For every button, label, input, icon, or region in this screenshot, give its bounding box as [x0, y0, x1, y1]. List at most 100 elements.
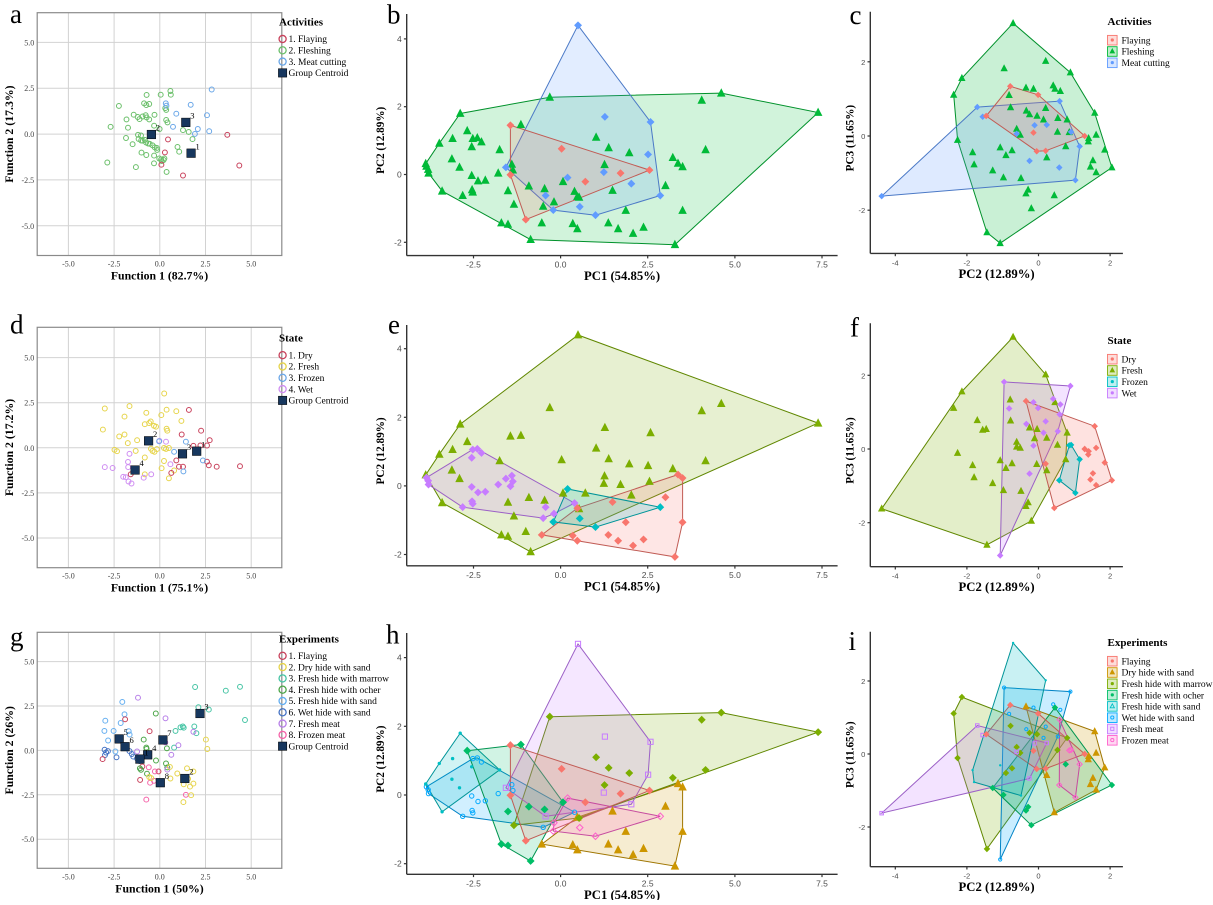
svg-text:5.0: 5.0 [729, 260, 741, 270]
svg-text:5. Fresh hide with sand: 5. Fresh hide with sand [289, 697, 378, 707]
svg-text:0.0: 0.0 [555, 570, 567, 580]
svg-text:g: g [10, 622, 24, 652]
svg-text:5.0: 5.0 [24, 354, 34, 363]
svg-text:Meat cutting: Meat cutting [1122, 59, 1171, 69]
svg-text:PC2 (12.89%): PC2 (12.89%) [959, 580, 1035, 594]
svg-text:-2: -2 [394, 237, 402, 247]
svg-text:0: 0 [1036, 572, 1040, 581]
svg-text:b: b [387, 0, 401, 30]
svg-text:2: 2 [397, 102, 402, 112]
svg-text:8. Frozen meat: 8. Frozen meat [289, 731, 346, 741]
svg-text:i: i [849, 626, 857, 656]
svg-text:Function 1 (50%): Function 1 (50%) [115, 881, 204, 895]
svg-text:PC3 (11.65%): PC3 (11.65%) [844, 105, 856, 172]
svg-text:4. Wet: 4. Wet [289, 385, 314, 395]
svg-text:PC3 (11.65%): PC3 (11.65%) [844, 721, 856, 788]
svg-text:Frozen meat: Frozen meat [1122, 737, 1170, 747]
svg-text:Fresh: Fresh [1122, 367, 1143, 377]
svg-text:Function 2 (26%): Function 2 (26%) [2, 706, 16, 795]
svg-text:0.0: 0.0 [24, 746, 34, 755]
svg-text:2: 2 [861, 371, 865, 380]
svg-text:-2: -2 [394, 859, 402, 869]
svg-text:5.0: 5.0 [246, 260, 256, 269]
svg-text:3. Meat cutting: 3. Meat cutting [289, 58, 347, 68]
svg-text:-2: -2 [859, 206, 866, 215]
svg-text:Dry hide with sand: Dry hide with sand [1122, 669, 1195, 679]
svg-text:3: 3 [204, 702, 208, 712]
svg-text:Flaying: Flaying [1122, 657, 1151, 667]
svg-text:7.5: 7.5 [816, 260, 828, 270]
svg-text:PC2 (12.89%): PC2 (12.89%) [959, 880, 1035, 894]
svg-text:4: 4 [397, 34, 402, 44]
svg-text:-5.0: -5.0 [62, 260, 75, 269]
svg-text:PC3 (11.65%): PC3 (11.65%) [844, 417, 856, 484]
svg-text:PC1 (54.85%): PC1 (54.85%) [584, 269, 660, 283]
svg-text:e: e [388, 310, 400, 340]
svg-text:0: 0 [861, 750, 865, 759]
svg-text:6. Wet hide with sand: 6. Wet hide with sand [289, 709, 371, 719]
svg-text:2. Fresh: 2. Fresh [289, 363, 320, 373]
svg-text:PC2 (12.89%): PC2 (12.89%) [375, 106, 387, 173]
svg-text:Fleshing: Fleshing [1122, 48, 1155, 58]
svg-text:2.5: 2.5 [24, 399, 34, 408]
svg-text:2.5: 2.5 [201, 572, 211, 581]
svg-text:Activities: Activities [1108, 16, 1153, 28]
svg-text:5.0: 5.0 [24, 658, 34, 667]
svg-text:-2.5: -2.5 [466, 260, 481, 270]
svg-text:0.0: 0.0 [24, 130, 34, 139]
svg-text:7.5: 7.5 [816, 570, 828, 580]
svg-text:2: 2 [861, 677, 865, 686]
svg-text:4: 4 [397, 653, 402, 663]
svg-text:c: c [850, 0, 862, 30]
svg-text:4: 4 [152, 743, 157, 753]
svg-text:1. Flaying: 1. Flaying [289, 652, 328, 662]
svg-text:-2.5: -2.5 [466, 570, 481, 580]
svg-text:Fresh hide with marrow: Fresh hide with marrow [1122, 680, 1213, 690]
svg-text:-2.5: -2.5 [466, 878, 481, 888]
svg-text:State: State [1108, 335, 1132, 347]
svg-text:8: 8 [165, 771, 169, 781]
svg-text:PC1 (54.85%): PC1 (54.85%) [584, 888, 660, 900]
svg-text:-2: -2 [394, 550, 402, 560]
svg-text:2: 2 [397, 412, 402, 422]
svg-text:2.5: 2.5 [24, 702, 34, 711]
svg-text:2: 2 [153, 429, 157, 439]
svg-text:-2.5: -2.5 [22, 791, 35, 800]
svg-text:Wet hide with sand: Wet hide with sand [1122, 714, 1195, 724]
svg-text:2: 2 [189, 767, 193, 777]
svg-text:2.5: 2.5 [201, 260, 211, 269]
svg-text:7. Fresh meat: 7. Fresh meat [289, 720, 341, 730]
svg-text:-2: -2 [859, 519, 866, 528]
svg-text:Group Centroid: Group Centroid [289, 742, 349, 752]
svg-text:4: 4 [397, 344, 402, 354]
svg-text:4. Fresh hide with ocher: 4. Fresh hide with ocher [289, 686, 382, 696]
svg-text:2. Dry hide with sand: 2. Dry hide with sand [289, 663, 371, 673]
svg-text:-4: -4 [892, 572, 899, 581]
svg-text:0.0: 0.0 [155, 572, 165, 581]
svg-text:2.5: 2.5 [642, 878, 654, 888]
svg-text:Fresh meat: Fresh meat [1122, 725, 1164, 735]
svg-text:Frozen: Frozen [1122, 378, 1149, 388]
svg-text:Function 2 (17.2%): Function 2 (17.2%) [2, 399, 16, 496]
svg-text:2. Fleshing: 2. Fleshing [289, 47, 331, 57]
svg-text:0: 0 [397, 170, 402, 180]
svg-text:3. Frozen: 3. Frozen [289, 374, 325, 384]
svg-text:PC2 (12.89%): PC2 (12.89%) [375, 417, 387, 484]
svg-text:5.0: 5.0 [246, 872, 256, 881]
svg-text:0.0: 0.0 [24, 444, 34, 453]
svg-text:f: f [850, 313, 859, 343]
svg-text:-2: -2 [964, 872, 971, 881]
svg-text:1: 1 [201, 439, 205, 449]
svg-text:Function 1 (82.7%): Function 1 (82.7%) [111, 269, 208, 283]
svg-text:-2.5: -2.5 [22, 489, 35, 498]
svg-text:0.0: 0.0 [155, 260, 165, 269]
svg-text:0.0: 0.0 [155, 872, 165, 881]
svg-text:1. Dry: 1. Dry [289, 351, 314, 361]
svg-text:-5.0: -5.0 [22, 222, 35, 231]
svg-text:2.5: 2.5 [642, 570, 654, 580]
svg-text:Group Centroid: Group Centroid [289, 397, 349, 407]
svg-text:3: 3 [190, 111, 194, 121]
svg-text:5: 5 [124, 727, 128, 737]
svg-text:7: 7 [167, 728, 171, 738]
svg-text:0: 0 [861, 132, 865, 141]
